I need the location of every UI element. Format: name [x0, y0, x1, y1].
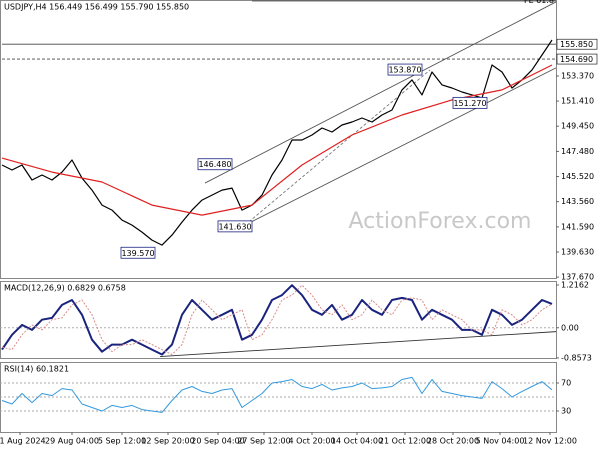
y-tick-label: 1.2162: [561, 281, 589, 290]
y-tick-label: -0.8573: [561, 353, 592, 362]
series-line: [1, 64, 553, 216]
x-tick-label: 12 Nov 12:00: [523, 437, 577, 446]
panel-title: MACD(12,26,9) 0.6829 0.6758: [4, 284, 126, 293]
annotation-box: [452, 96, 488, 109]
level-label: 155.850: [560, 40, 593, 49]
annotation-box: [120, 246, 156, 259]
annotation-label: 151.270: [453, 99, 486, 108]
annotation-label: 141.630: [218, 222, 251, 231]
y-tick-label: 141.590: [561, 222, 594, 231]
panel-frame: [0, 281, 557, 359]
y-tick-label: 151.410: [561, 97, 594, 106]
x-tick-label: 5 Nov 04:00: [476, 437, 525, 446]
y-tick-label: 139.630: [561, 247, 594, 256]
x-tick-label: 29 Aug 04:00: [45, 437, 99, 446]
annotation-label: 153.870: [388, 66, 421, 75]
y-tick-label: 147.480: [561, 147, 594, 156]
y-tick-label: 145.520: [561, 172, 594, 181]
x-tick-label: 21 Oct 12:00: [379, 437, 431, 446]
series-line: [1, 376, 553, 413]
annotation-label: 146.480: [198, 160, 231, 169]
series-line: [1, 39, 553, 246]
y-tick-label: 0.00: [561, 323, 579, 332]
level-box: [556, 38, 598, 50]
panel-title: RSI(14) 60.1821: [4, 365, 69, 374]
level-text: FE 61.8: [524, 0, 554, 5]
x-tick-label: 5 Sep 12:00: [98, 437, 146, 446]
trend-line: [244, 67, 557, 226]
y-tick-label: 70: [561, 379, 571, 388]
series-line: [1, 284, 553, 356]
watermark: ActionForex.com: [349, 209, 532, 234]
x-tick-label: 28 Oct 20:00: [427, 437, 479, 446]
y-tick-label: 153.370: [561, 71, 594, 80]
y-tick-label: 149.450: [561, 122, 594, 131]
annotation-box: [217, 220, 253, 233]
x-tick-label: 27 Sep 12:00: [237, 437, 290, 446]
annotation-label: 139.570: [121, 249, 154, 258]
level-label: 154.690: [560, 55, 593, 64]
y-tick-label: 137.670: [561, 273, 594, 282]
y-tick-label: 30: [561, 407, 571, 416]
annotation-box: [387, 63, 423, 76]
level-box: [556, 53, 598, 65]
series-line: [1, 284, 553, 355]
y-tick-label: 143.560: [561, 197, 594, 206]
trend-line: [204, 1, 557, 184]
x-tick-label: 20 Sep 04:00: [191, 437, 244, 446]
x-tick-label: 4 Oct 20:00: [288, 437, 335, 446]
x-tick-label: 21 Aug 2024: [0, 437, 46, 446]
trend-line: [159, 331, 557, 358]
x-tick-label: 14 Oct 04:00: [331, 437, 383, 446]
panel-title: USDJPY,H4 156.449 156.499 155.790 155.85…: [4, 3, 189, 12]
panel-frame: [0, 0, 557, 279]
annotation-box: [197, 158, 233, 171]
trend-line: [244, 69, 431, 226]
x-tick-label: 12 Sep 20:00: [141, 437, 194, 446]
